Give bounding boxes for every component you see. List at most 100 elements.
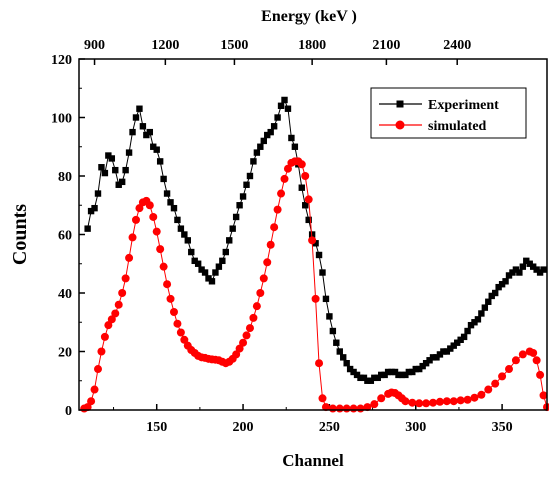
data-point — [256, 289, 265, 297]
data-point — [422, 360, 430, 367]
top-axis: 900 1200 1500 1800 2100 2400 — [84, 38, 471, 65]
data-point — [321, 403, 330, 412]
data-point — [166, 294, 175, 303]
y-tick-label: 60 — [58, 229, 72, 244]
data-point — [481, 304, 489, 311]
data-point — [105, 152, 112, 159]
data-point — [243, 181, 250, 188]
data-point — [433, 354, 440, 361]
data-point — [266, 240, 275, 249]
y-tick-label: 0 — [65, 404, 72, 419]
data-point — [516, 269, 523, 276]
data-point — [536, 370, 545, 379]
x-tick-label: 200 — [233, 420, 254, 435]
data-point — [471, 319, 478, 326]
data-point — [156, 158, 164, 165]
data-point — [335, 404, 344, 413]
data-point — [173, 319, 182, 328]
data-point — [112, 166, 119, 174]
data-point — [509, 269, 516, 276]
data-point — [160, 175, 167, 183]
data-point — [249, 313, 258, 322]
axis-labels: Channel Counts — [9, 204, 344, 470]
top-tick-label: 1800 — [298, 38, 326, 53]
x-axis: 150 200 250 300 350 — [113, 404, 546, 435]
legend-box — [370, 87, 527, 139]
data-point — [149, 212, 158, 221]
data-point — [526, 260, 533, 267]
series-simulated — [80, 157, 549, 413]
top-axis-title: Energy (keV ) — [261, 8, 357, 25]
data-point — [91, 204, 98, 212]
data-point — [107, 315, 116, 324]
data-point — [484, 385, 493, 394]
data-point — [288, 134, 295, 142]
data-point — [181, 231, 188, 238]
data-point — [460, 333, 468, 341]
data-point — [87, 397, 96, 406]
data-point — [114, 300, 123, 309]
top-tick-label: 1500 — [220, 38, 248, 53]
data-point — [436, 351, 444, 358]
data-point — [318, 394, 327, 403]
data-point — [174, 216, 181, 224]
data-point — [349, 404, 358, 413]
data-point — [363, 403, 372, 412]
data-point — [381, 371, 388, 379]
data-point — [440, 348, 447, 355]
data-point — [201, 269, 209, 276]
legend-marker — [396, 100, 404, 108]
data-point — [118, 289, 127, 297]
data-point — [304, 195, 313, 204]
data-point — [136, 105, 143, 112]
data-point — [384, 368, 392, 376]
data-point — [267, 128, 274, 136]
data-point — [219, 257, 226, 265]
y-axis: 0 20 40 60 80 100 120 — [51, 53, 85, 419]
data-point — [370, 400, 379, 409]
data-point — [409, 368, 416, 376]
data-point — [169, 308, 178, 317]
data-point — [232, 350, 241, 359]
data-point — [118, 178, 126, 186]
data-point — [283, 164, 292, 173]
data-point — [135, 204, 144, 213]
data-point — [426, 357, 433, 364]
data-point — [328, 404, 337, 413]
x-tick-label: 350 — [492, 420, 513, 435]
data-point — [129, 128, 136, 136]
data-point — [273, 205, 282, 214]
data-point — [229, 225, 236, 232]
data-point — [402, 371, 409, 379]
legend-label: simulated — [428, 119, 487, 134]
data-point — [305, 216, 312, 224]
data-point — [93, 365, 102, 374]
series-experiment — [84, 96, 547, 384]
data-point — [125, 253, 134, 262]
x-tick-label: 300 — [405, 420, 426, 435]
data-point — [329, 327, 337, 335]
data-point — [429, 354, 437, 361]
y-tick-label: 120 — [51, 53, 72, 68]
data-point — [529, 348, 538, 357]
data-point — [97, 347, 106, 356]
data-point — [212, 269, 219, 276]
data-point — [264, 131, 271, 139]
data-point — [533, 266, 540, 273]
data-point — [208, 278, 216, 285]
data-point — [477, 390, 486, 399]
data-point — [346, 365, 354, 373]
data-point — [491, 379, 500, 388]
data-point — [536, 269, 544, 276]
data-point — [232, 213, 240, 221]
data-point — [388, 368, 395, 376]
data-point — [215, 263, 223, 270]
data-point — [401, 397, 410, 406]
data-point — [150, 143, 157, 150]
data-point — [132, 114, 140, 121]
data-point — [442, 397, 451, 406]
data-point — [505, 365, 514, 374]
data-point — [398, 371, 406, 379]
data-point — [297, 160, 306, 169]
data-point — [491, 289, 499, 297]
